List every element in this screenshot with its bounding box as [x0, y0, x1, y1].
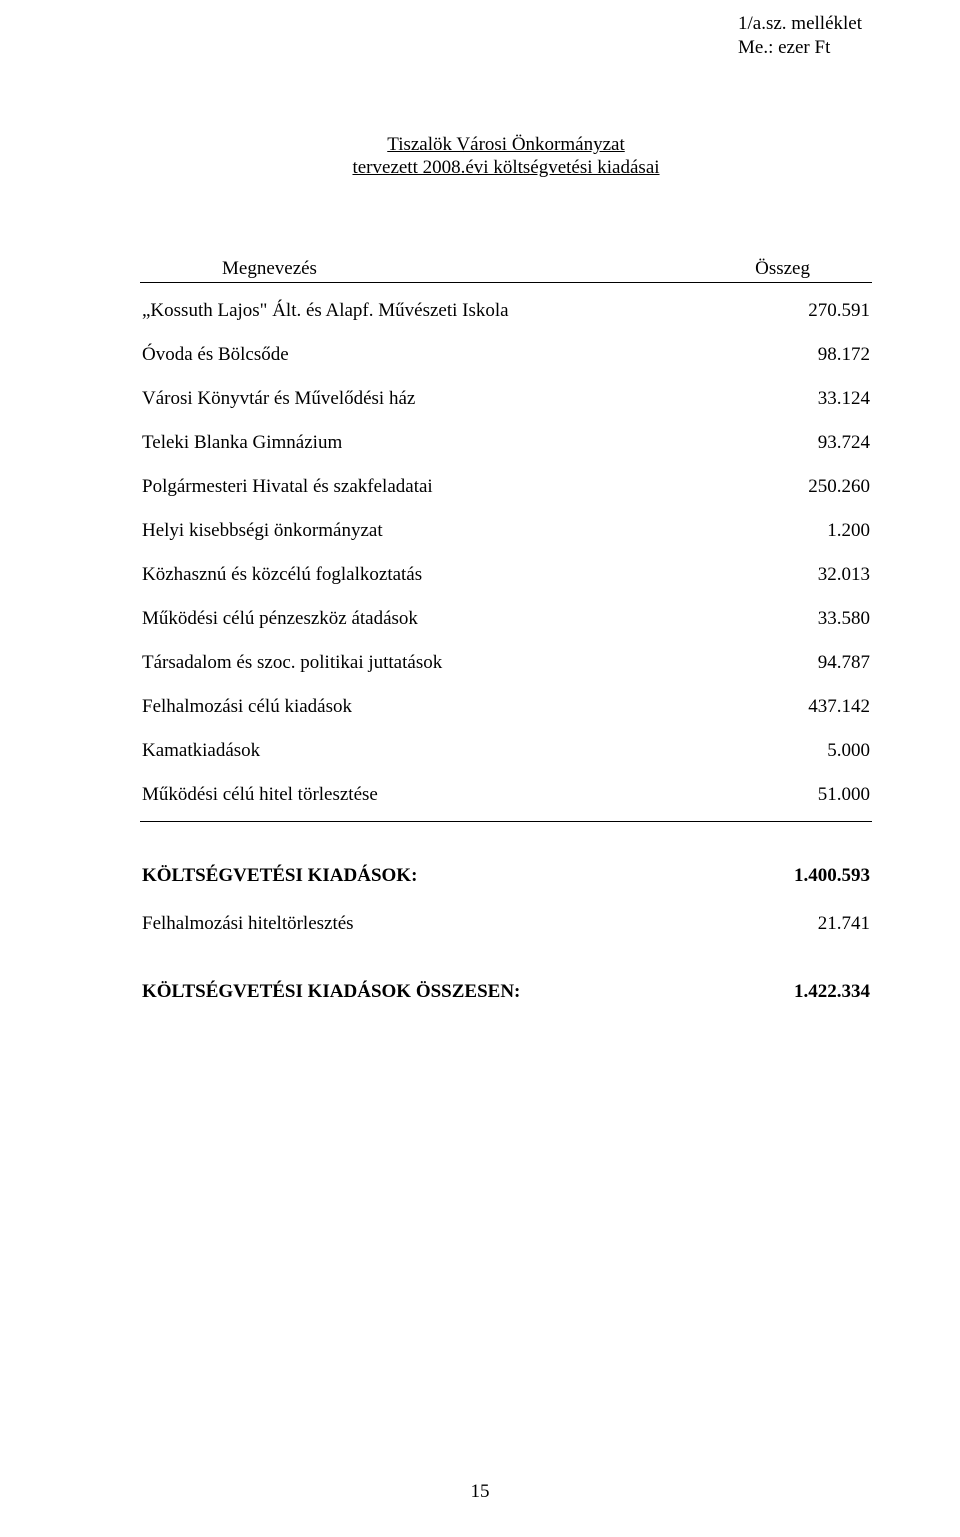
- table-row: Polgármesteri Hivatal és szakfeladatai25…: [140, 465, 872, 509]
- summary-extra-value: 21.741: [720, 900, 870, 948]
- row-label: Működési célú hitel törlesztése: [142, 773, 720, 817]
- row-label: Óvoda és Bölcsőde: [142, 333, 720, 377]
- row-label: Működési célú pénzeszköz átadások: [142, 597, 720, 641]
- table-body: „Kossuth Lajos" Ált. és Alapf. Művészeti…: [140, 289, 872, 817]
- col-header-value: Összeg: [755, 258, 870, 280]
- table-row: Működési célú pénzeszköz átadások33.580: [140, 597, 872, 641]
- row-value: 250.260: [720, 465, 870, 509]
- title-block: Tiszalök Városi Önkormányzat tervezett 2…: [140, 134, 872, 180]
- row-label: Helyi kisebbségi önkormányzat: [142, 509, 720, 553]
- row-label: Városi Könyvtár és Művelődési ház: [142, 377, 720, 421]
- row-value: 94.787: [720, 641, 870, 685]
- row-label: Felhalmozási célú kiadások: [142, 685, 720, 729]
- table-row: Működési célú hitel törlesztése51.000: [140, 773, 872, 817]
- attachment-label: 1/a.sz. melléklet: [738, 12, 862, 36]
- table-row: Közhasznú és közcélú foglalkoztatás32.01…: [140, 553, 872, 597]
- table-row: Óvoda és Bölcsőde98.172: [140, 333, 872, 377]
- table-row: Helyi kisebbségi önkormányzat1.200: [140, 509, 872, 553]
- page: 1/a.sz. melléklet Me.: ezer Ft Tiszalök …: [0, 0, 960, 1537]
- summary-subtotal-label: KÖLTSÉGVETÉSI KIADÁSOK:: [142, 852, 720, 900]
- col-header-label: Megnevezés: [142, 258, 755, 280]
- table-header-row: Megnevezés Összeg: [140, 258, 872, 283]
- unit-label: Me.: ezer Ft: [738, 36, 862, 60]
- header-right-block: 1/a.sz. melléklet Me.: ezer Ft: [738, 12, 862, 60]
- row-value: 270.591: [720, 289, 870, 333]
- row-value: 51.000: [720, 773, 870, 817]
- page-number: 15: [0, 1481, 960, 1503]
- summary-subtotal-row: KÖLTSÉGVETÉSI KIADÁSOK: 1.400.593: [140, 852, 872, 900]
- row-value: 32.013: [720, 553, 870, 597]
- title-line-2: tervezett 2008.évi költségvetési kiadása…: [140, 157, 872, 180]
- row-value: 93.724: [720, 421, 870, 465]
- table-row: „Kossuth Lajos" Ált. és Alapf. Művészeti…: [140, 289, 872, 333]
- row-label: Közhasznú és közcélú foglalkoztatás: [142, 553, 720, 597]
- summary-total-row: KÖLTSÉGVETÉSI KIADÁSOK ÖSSZESEN: 1.422.3…: [140, 968, 872, 1016]
- table-row: Teleki Blanka Gimnázium93.724: [140, 421, 872, 465]
- summary-extra-row: Felhalmozási hiteltörlesztés 21.741: [140, 900, 872, 948]
- summary-extra-label: Felhalmozási hiteltörlesztés: [142, 900, 720, 948]
- table-row: Városi Könyvtár és Művelődési ház33.124: [140, 377, 872, 421]
- row-value: 33.580: [720, 597, 870, 641]
- row-value: 5.000: [720, 729, 870, 773]
- summary-total-label: KÖLTSÉGVETÉSI KIADÁSOK ÖSSZESEN:: [142, 968, 720, 1016]
- table-bottom-rule: [140, 821, 872, 822]
- summary-total-value: 1.422.334: [720, 968, 870, 1016]
- row-label: Társadalom és szoc. politikai juttatások: [142, 641, 720, 685]
- row-label: Kamatkiadások: [142, 729, 720, 773]
- budget-table: Megnevezés Összeg „Kossuth Lajos" Ált. é…: [140, 258, 872, 822]
- summary-subtotal-value: 1.400.593: [720, 852, 870, 900]
- table-row: Kamatkiadások5.000: [140, 729, 872, 773]
- row-value: 98.172: [720, 333, 870, 377]
- row-label: Teleki Blanka Gimnázium: [142, 421, 720, 465]
- table-row: Társadalom és szoc. politikai juttatások…: [140, 641, 872, 685]
- table-row: Felhalmozási célú kiadások437.142: [140, 685, 872, 729]
- summary-block: KÖLTSÉGVETÉSI KIADÁSOK: 1.400.593 Felhal…: [140, 852, 872, 1016]
- row-value: 33.124: [720, 377, 870, 421]
- row-value: 437.142: [720, 685, 870, 729]
- row-value: 1.200: [720, 509, 870, 553]
- row-label: Polgármesteri Hivatal és szakfeladatai: [142, 465, 720, 509]
- title-line-1: Tiszalök Városi Önkormányzat: [140, 134, 872, 157]
- row-label: „Kossuth Lajos" Ált. és Alapf. Művészeti…: [142, 289, 720, 333]
